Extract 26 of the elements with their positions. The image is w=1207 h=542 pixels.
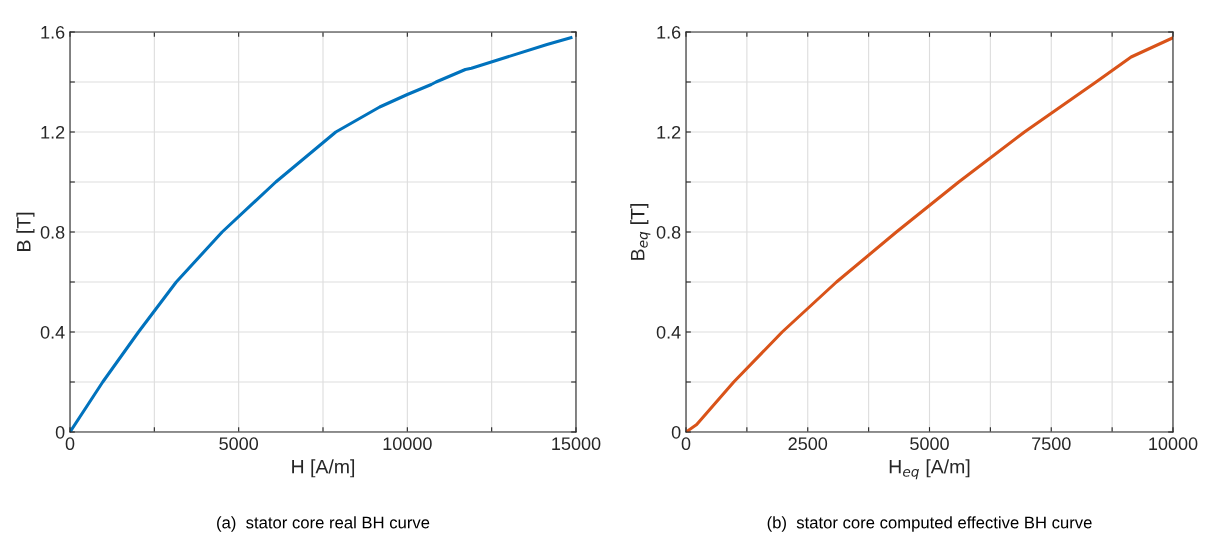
line-series [70,36,573,432]
x-tick-label: 15000 [552,437,601,451]
y-tick-label: 1.2 [41,125,65,139]
y-tick-label: 0 [55,425,65,439]
text: (b) stator core computed effective BH curve [767,516,1092,532]
y-tick-label: 0.8 [656,225,681,239]
y-tick-label: 1.2 [657,125,681,139]
x-tick-label: 7500 [1032,437,1071,451]
x-tick-label: 10000 [383,437,432,451]
x-tick-label: 2500 [788,437,828,451]
y-tick-label: 0.8 [40,225,65,239]
y-tick-label: 1.6 [657,25,681,39]
x-tick-label: 0 [65,437,75,451]
x-axis-title: H [A/m] [292,459,355,478]
x-tick-label: 5000 [219,437,259,451]
y-axis-title: B [T] [16,212,35,251]
text: (a) stator core real BH curve [217,516,430,532]
x-tick-label: 0 [681,437,691,451]
x-tick-label: 5000 [910,437,949,451]
y-tick-label: 1.6 [41,25,65,39]
x-axis-title: H$_{eq}$ [A/m] [889,459,970,480]
x-tick-label: 10000 [1149,437,1198,451]
y-tick-label: 0.4 [40,325,65,339]
y-axis-title: B$_{eq}$ [T] [630,204,651,260]
y-tick-label: 0 [671,425,681,439]
y-tick-label: 0.4 [656,325,681,339]
